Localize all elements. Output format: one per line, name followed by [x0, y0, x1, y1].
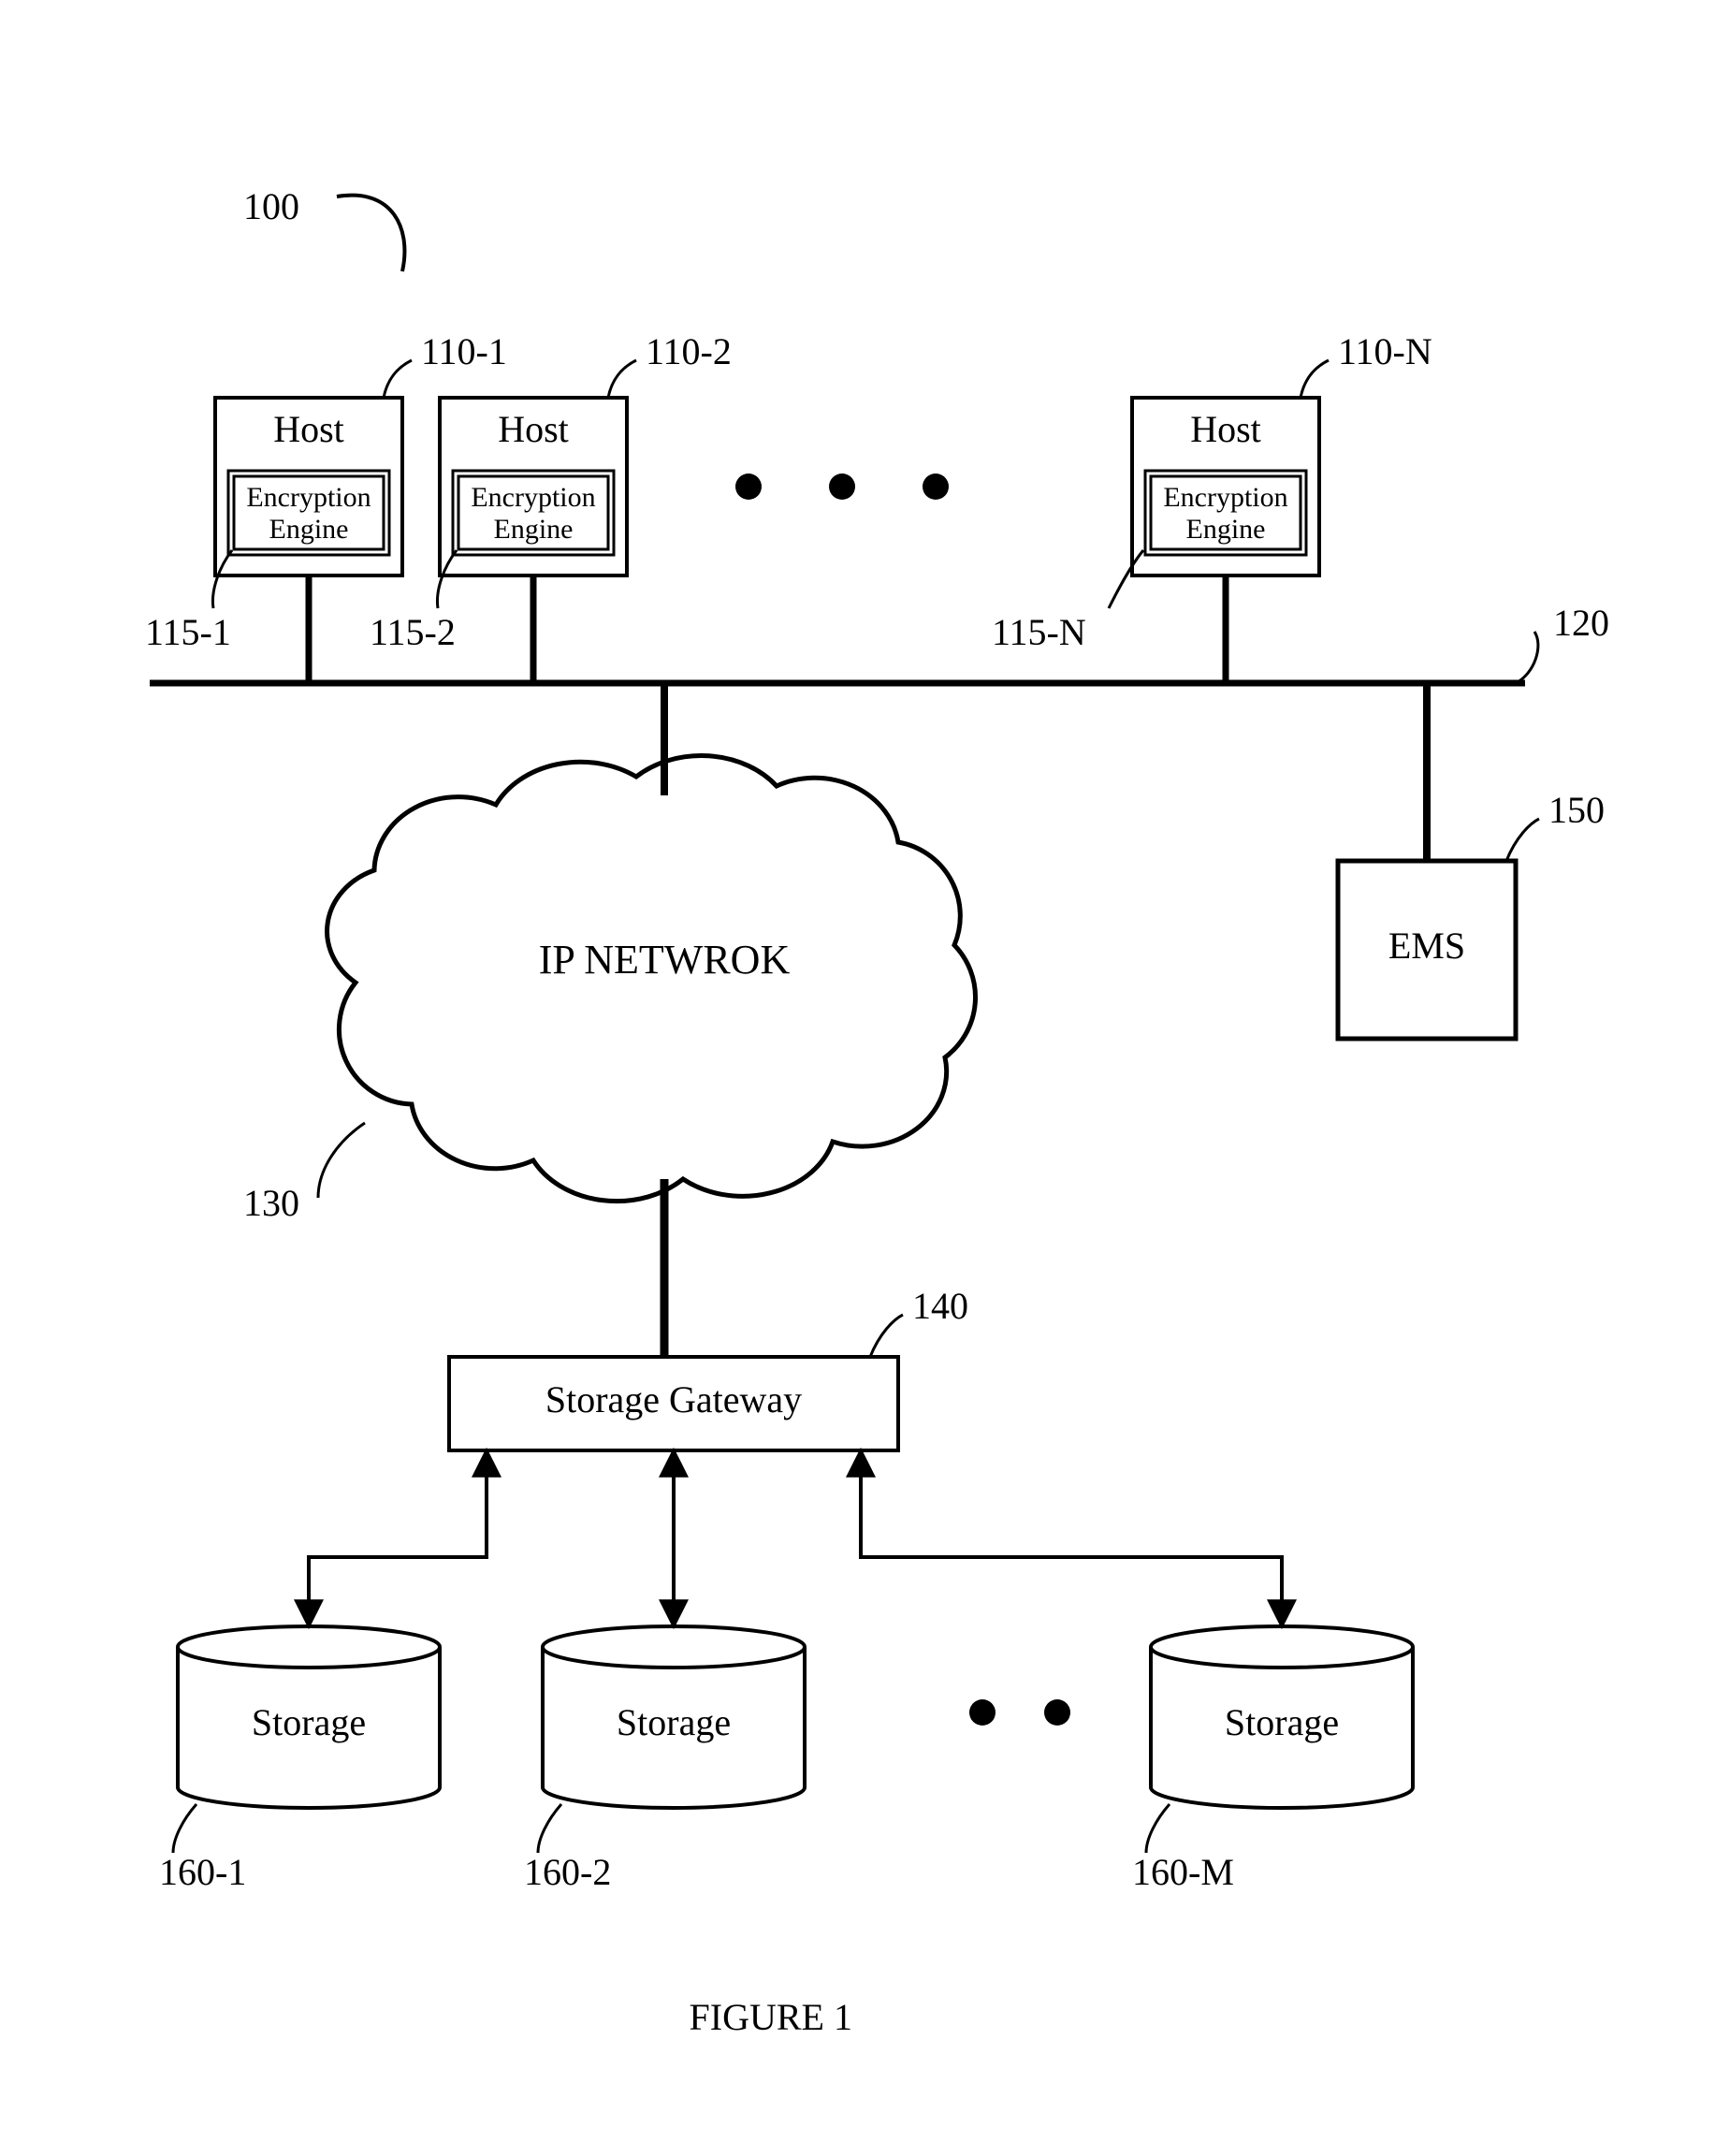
bus-leader	[1516, 632, 1538, 683]
system-leader	[337, 196, 404, 271]
engine-label-1: Encryption	[246, 482, 371, 513]
system-ref: 100	[243, 185, 299, 227]
gateway-leader	[870, 1315, 903, 1357]
engine-label-2: Engine	[1186, 514, 1266, 545]
storage-top	[1151, 1626, 1413, 1668]
cloud-label: IP NETWROK	[539, 937, 791, 983]
storage-ref: 160-M	[1132, 1851, 1234, 1893]
ellipsis-dot	[969, 1699, 996, 1726]
engine-label-2: Engine	[494, 514, 574, 545]
ellipsis-dot	[923, 473, 949, 500]
storage-label: Storage	[252, 1701, 366, 1743]
ellipsis-dot	[1044, 1699, 1070, 1726]
host-label: Host	[1190, 408, 1261, 450]
bus-ref: 120	[1553, 602, 1609, 644]
engine-leader-n	[1109, 550, 1143, 608]
engine-label-1: Encryption	[471, 482, 595, 513]
storage-leader	[538, 1804, 561, 1853]
host-leader	[384, 360, 412, 398]
ellipsis-dot	[735, 473, 762, 500]
storage-leader	[1146, 1804, 1170, 1853]
storage-ref: 160-2	[524, 1851, 611, 1893]
engine-label-1: Encryption	[1163, 482, 1287, 513]
cloud-leader	[318, 1123, 365, 1198]
storage-label: Storage	[1225, 1701, 1339, 1743]
ems-ref: 150	[1548, 789, 1605, 831]
host-ref: 110-1	[421, 330, 507, 372]
host-leader	[608, 360, 636, 398]
ellipsis-dot	[829, 473, 855, 500]
storage-top	[178, 1626, 440, 1668]
host-leader	[1301, 360, 1329, 398]
cloud-ref: 130	[243, 1182, 299, 1224]
ems-leader	[1506, 819, 1539, 861]
engine-ref-2: 115-2	[370, 611, 456, 653]
storage-ref: 160-1	[159, 1851, 246, 1893]
gateway-label: Storage Gateway	[545, 1378, 802, 1420]
storage-top	[543, 1626, 805, 1668]
figure-caption: FIGURE 1	[690, 1996, 852, 2038]
ems-label: EMS	[1388, 925, 1465, 967]
engine-ref-1: 115-1	[145, 611, 231, 653]
host-label: Host	[498, 408, 569, 450]
host-ref: 110-2	[646, 330, 732, 372]
host-ref: 110-N	[1338, 330, 1432, 372]
storage-label: Storage	[617, 1701, 731, 1743]
host-label: Host	[273, 408, 344, 450]
gateway-to-storage-1	[309, 1450, 487, 1626]
storage-leader	[173, 1804, 196, 1853]
engine-ref-n: 115-N	[992, 611, 1086, 653]
gateway-to-storage-m	[861, 1450, 1282, 1626]
engine-label-2: Engine	[269, 514, 349, 545]
gateway-ref: 140	[912, 1285, 968, 1327]
